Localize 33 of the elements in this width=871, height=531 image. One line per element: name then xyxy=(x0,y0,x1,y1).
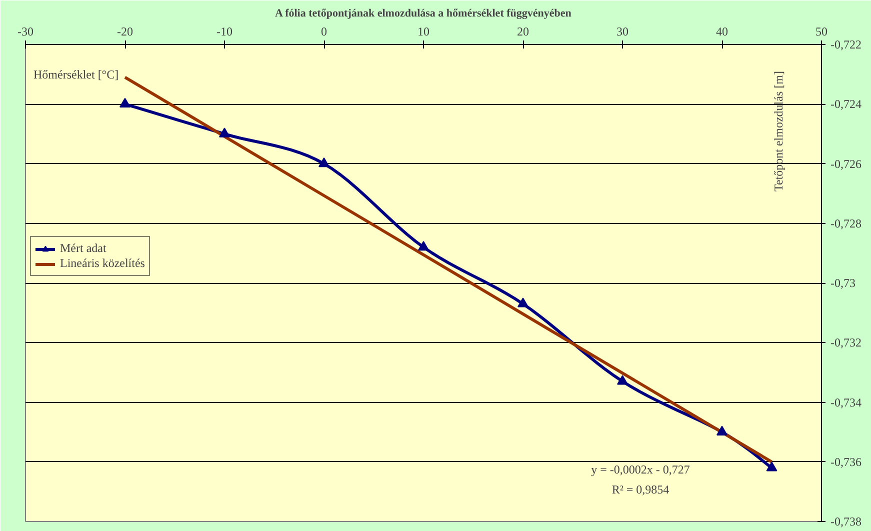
y-tick-label: -0,726 xyxy=(830,156,862,171)
y-tick-label: -0,728 xyxy=(830,216,862,230)
y-tick-label: -0,73 xyxy=(830,276,856,290)
point xyxy=(716,426,728,436)
point xyxy=(318,157,330,168)
y-tick-label: -0,722 xyxy=(830,38,862,52)
point xyxy=(219,128,230,138)
point xyxy=(617,375,628,385)
x-tick-label: 40 xyxy=(716,24,728,38)
y-tick-label: -0,724 xyxy=(830,97,862,112)
y-tick-label: -0,738 xyxy=(830,514,862,528)
legend-label: Lineáris közelítés xyxy=(60,256,145,271)
y-tick-label: -0,732 xyxy=(830,336,862,350)
y-tick-label: -0,734 xyxy=(830,395,862,410)
x-tick-label: 50 xyxy=(816,24,828,38)
y-tick-label: -0,736 xyxy=(830,454,862,469)
x-tick-label: -30 xyxy=(18,24,34,38)
x-tick-label: -20 xyxy=(117,24,133,38)
point xyxy=(518,298,528,308)
annotation: R² = 0,9854 xyxy=(612,482,670,496)
chart-title: A fólia tetőpontjának elmozdulása a hőmérséklet függvényében xyxy=(275,8,572,20)
x-tick-label: 30 xyxy=(616,24,628,38)
x-tick-label: 0 xyxy=(321,24,327,38)
point xyxy=(766,462,778,472)
x-tick-label: 20 xyxy=(517,24,529,38)
x-tick-label: -10 xyxy=(216,24,232,38)
x-tick-label: 10 xyxy=(418,24,430,38)
annotation: y = -0,0002x - 0,727 xyxy=(591,462,690,476)
point xyxy=(418,240,429,251)
x-axis-title: Hőmérséklet [°C] xyxy=(34,68,119,82)
legend-label: Mért adat xyxy=(60,241,106,256)
y-axis-title: Tetőpont elmozdulás [m] xyxy=(772,71,786,192)
point xyxy=(120,98,130,108)
